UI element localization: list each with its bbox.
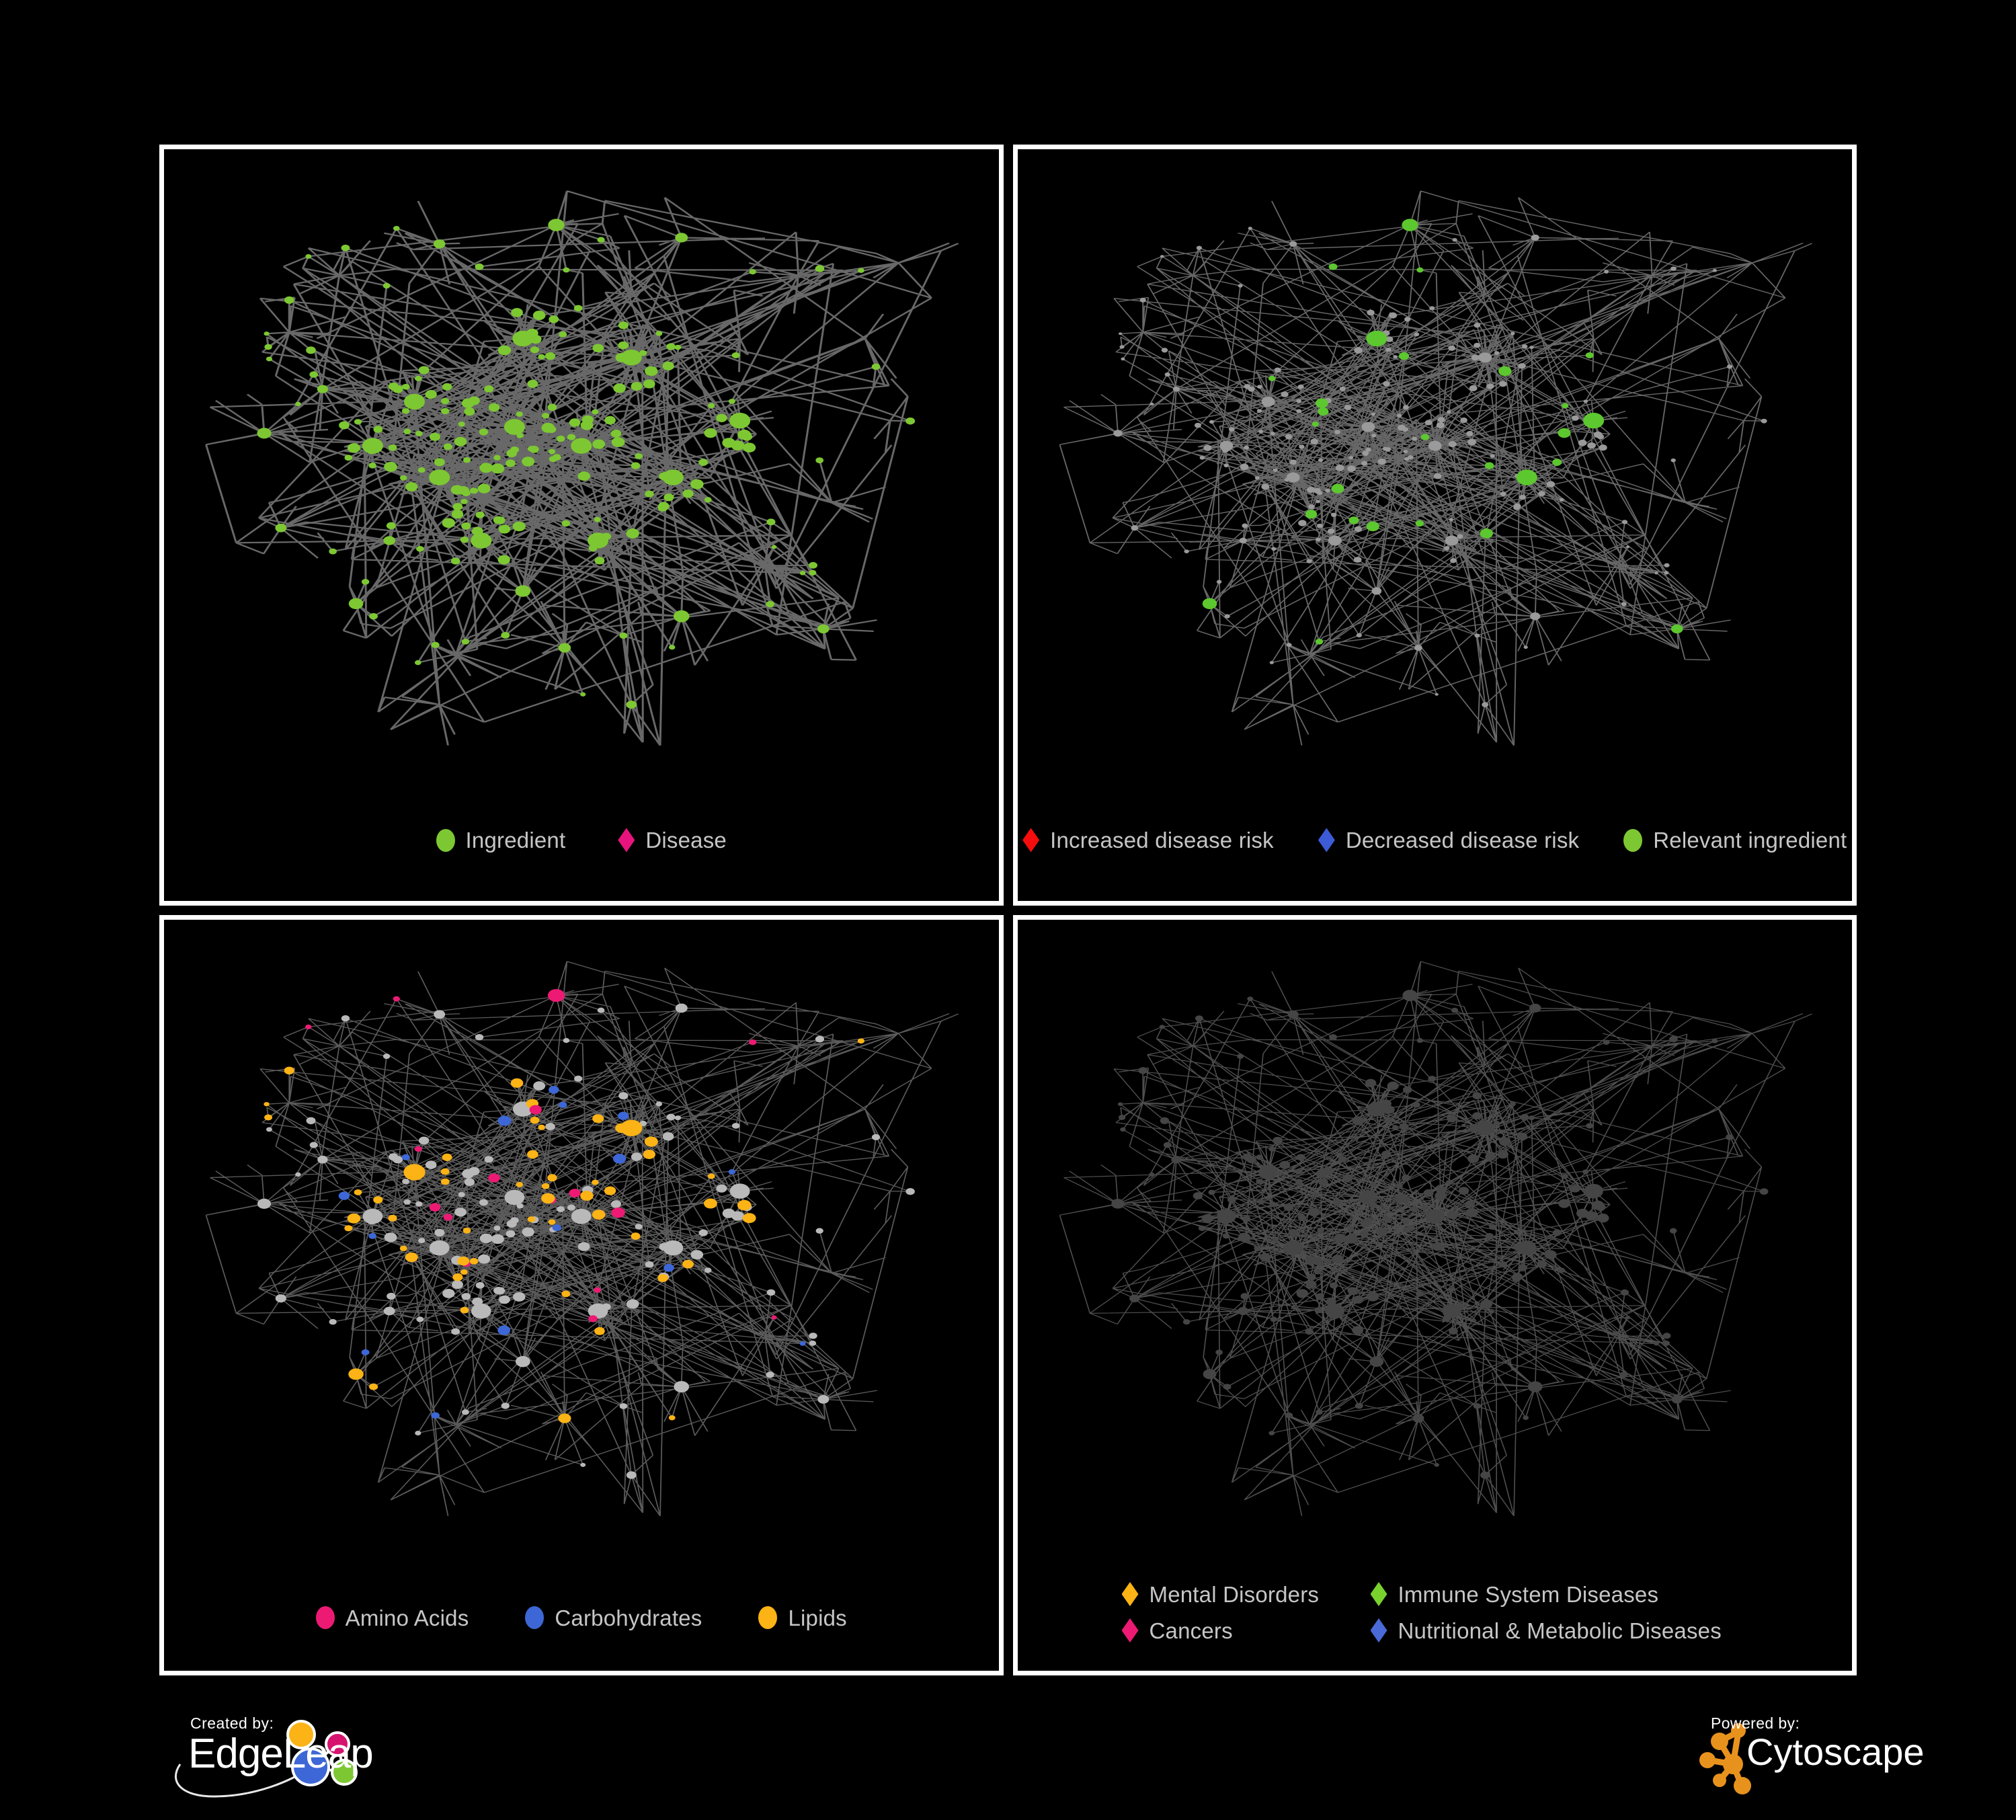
legend-item-disease[interactable]: Disease	[618, 828, 727, 853]
legend-item-nutritional-metabolic-diseases[interactable]: Nutritional & Metabolic Diseases	[1370, 1618, 1722, 1643]
relevant-ingredient-node-icon	[1623, 828, 1643, 852]
legend-label-carbohydrates: Carbohydrates	[555, 1605, 702, 1630]
legend-item-cancers[interactable]: Cancers	[1121, 1618, 1371, 1643]
network-canvas-1[interactable]	[164, 149, 999, 781]
cytoscape-logo[interactable]: Powered by: Cytoscape	[1694, 1702, 1976, 1803]
panel-ingredient-classes[interactable]: Amino Acids Carbohydrates Lipids	[159, 914, 1004, 1675]
legend-label-relevant-ingredient: Relevant ingredient	[1653, 828, 1847, 853]
increased-risk-node-icon	[1022, 828, 1040, 853]
legend-item-decreased-risk[interactable]: Decreased disease risk	[1318, 828, 1579, 853]
legend-label-amino-acids: Amino Acids	[345, 1605, 469, 1630]
immune-system-diseases-node-icon	[1370, 1582, 1387, 1606]
legend-item-ingredient[interactable]: Ingredient	[436, 828, 566, 853]
cancers-node-icon	[1121, 1618, 1139, 1643]
legend-item-amino-acids[interactable]: Amino Acids	[315, 1605, 469, 1630]
amino-acids-node-icon	[315, 1606, 335, 1629]
legend-label-cancers: Cancers	[1149, 1618, 1233, 1643]
footer: Created by: EdgeLeap Powe	[0, 1694, 2016, 1820]
edgeleap-wordmark: EdgeLeap	[188, 1731, 374, 1777]
legend-label-ingredient: Ingredient	[465, 828, 566, 853]
nutritional-metabolic-diseases-node-icon	[1370, 1618, 1387, 1643]
legend-item-carbohydrates[interactable]: Carbohydrates	[525, 1606, 702, 1629]
panel-disease-risk[interactable]: Increased disease risk Decreased disease…	[1012, 145, 1857, 906]
cytoscape-mark-icon	[1699, 1723, 1751, 1794]
mental-disorders-node-icon	[1121, 1582, 1139, 1606]
legend-panel-1: Ingredient Disease	[164, 828, 999, 853]
network-graphic-1	[204, 149, 959, 746]
legend-panel-2: Increased disease risk Decreased disease…	[1018, 828, 1853, 853]
legend-label-disease: Disease	[645, 828, 727, 853]
legend-label-increased-risk: Increased disease risk	[1050, 828, 1274, 853]
legend-label-decreased-risk: Decreased disease risk	[1345, 828, 1580, 853]
carbohydrates-node-icon	[525, 1606, 545, 1629]
legend-label-nutritional-metabolic-diseases: Nutritional & Metabolic Diseases	[1398, 1618, 1722, 1643]
cytoscape-wordmark: Cytoscape	[1746, 1731, 1925, 1773]
network-graphic-3	[205, 919, 959, 1516]
network-graphic-2	[1059, 149, 1812, 746]
powered-by-kicker: Powered by:	[1711, 1714, 1800, 1732]
legend-label-immune-system-diseases: Immune System Diseases	[1398, 1581, 1659, 1607]
edgeleap-mark-icon	[175, 1720, 358, 1798]
legend-item-increased-risk[interactable]: Increased disease risk	[1022, 828, 1274, 853]
legend-item-lipids[interactable]: Lipids	[758, 1605, 847, 1630]
legend-panel-3: Amino Acids Carbohydrates Lipids	[164, 1606, 999, 1629]
network-canvas-3[interactable]	[164, 919, 999, 1551]
edgeleap-logo[interactable]: Created by: EdgeLeap	[161, 1702, 417, 1803]
network-canvas-4[interactable]	[1018, 919, 1853, 1551]
disease-node-icon	[618, 828, 635, 853]
panel-disease-classes[interactable]: Mental Disorders Immune System Diseases …	[1012, 914, 1857, 1675]
panel-grid: Ingredient Disease Increased disease ris…	[159, 145, 1857, 1675]
legend-item-immune-system-diseases[interactable]: Immune System Diseases	[1370, 1581, 1722, 1607]
legend-label-lipids: Lipids	[788, 1605, 847, 1630]
legend-panel-4: Mental Disorders Immune System Diseases …	[1018, 1582, 1853, 1643]
ingredient-node-icon	[436, 828, 455, 852]
legend-label-mental-disorders: Mental Disorders	[1149, 1581, 1320, 1607]
panel-ingredient-disease[interactable]: Ingredient Disease	[159, 145, 1004, 906]
decreased-risk-node-icon	[1318, 828, 1335, 853]
created-by-kicker: Created by:	[190, 1714, 274, 1732]
legend-item-mental-disorders[interactable]: Mental Disorders	[1121, 1581, 1371, 1607]
network-graphic-4	[1059, 919, 1812, 1516]
lipids-node-icon	[758, 1606, 778, 1629]
network-canvas-2[interactable]	[1018, 149, 1853, 781]
legend-item-relevant-ingredient[interactable]: Relevant ingredient	[1623, 828, 1847, 853]
